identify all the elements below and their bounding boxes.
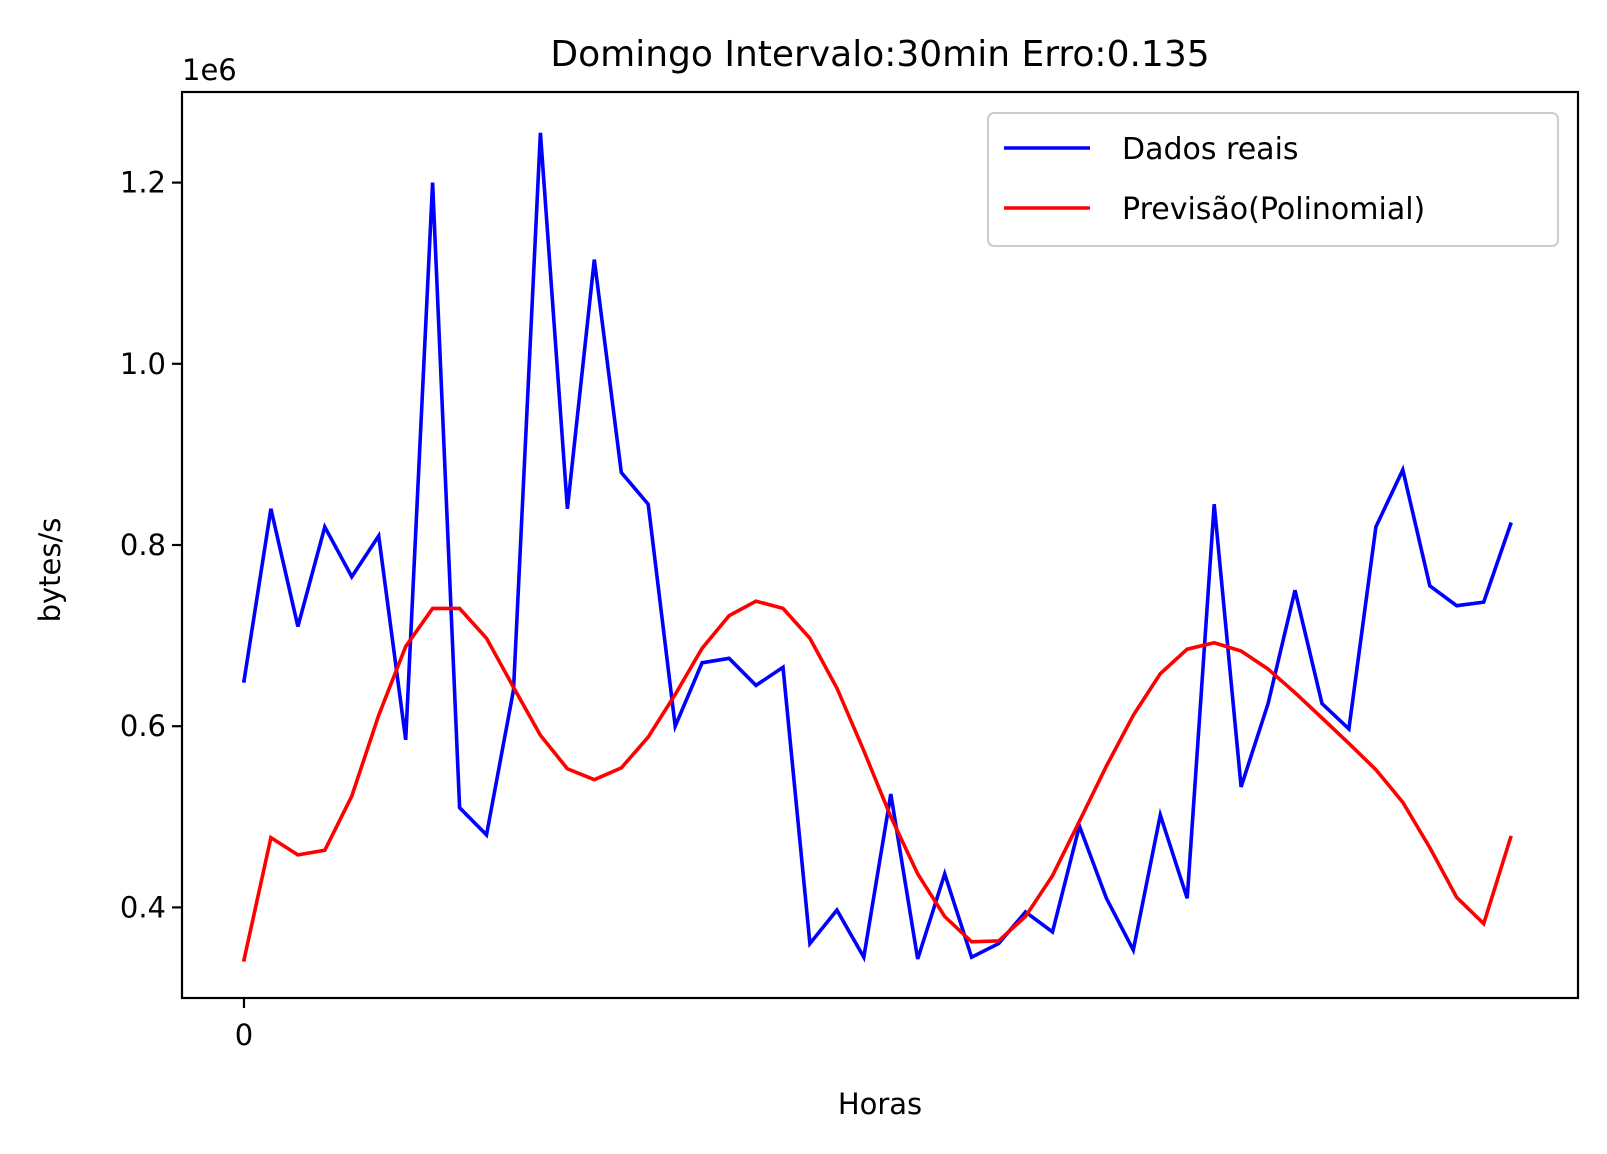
y-tick-label: 0.6 <box>120 709 166 743</box>
series-line-dados-reais <box>241 132 1513 963</box>
legend-label-previsao: Previsão(Polinomial) <box>1122 192 1425 227</box>
x-tick-label: 0 <box>235 1018 253 1052</box>
x-axis-label: Horas <box>838 1087 922 1121</box>
y-axis-label: bytes/s <box>33 518 67 623</box>
y-tick-label: 0.8 <box>120 528 166 562</box>
y-tick-label: 1.2 <box>120 166 166 200</box>
series-line-previsao <box>241 599 1513 963</box>
series-layer <box>241 132 1513 963</box>
legend-label-dados-reais: Dados reais <box>1122 132 1299 167</box>
chart-title: Domingo Intervalo:30min Erro:0.135 <box>550 34 1209 75</box>
x-axis: 0 <box>235 998 253 1052</box>
y-axis: 0.4 0.6 0.8 1.0 1.2 <box>120 166 182 924</box>
y-tick-label: 0.4 <box>120 890 166 924</box>
y-tick-label: 1.0 <box>120 347 166 381</box>
legend-box <box>987 112 1559 247</box>
y-offset-label: 1e6 <box>182 53 237 87</box>
legend: Dados reais Previsão(Polinomial) <box>987 112 1559 247</box>
